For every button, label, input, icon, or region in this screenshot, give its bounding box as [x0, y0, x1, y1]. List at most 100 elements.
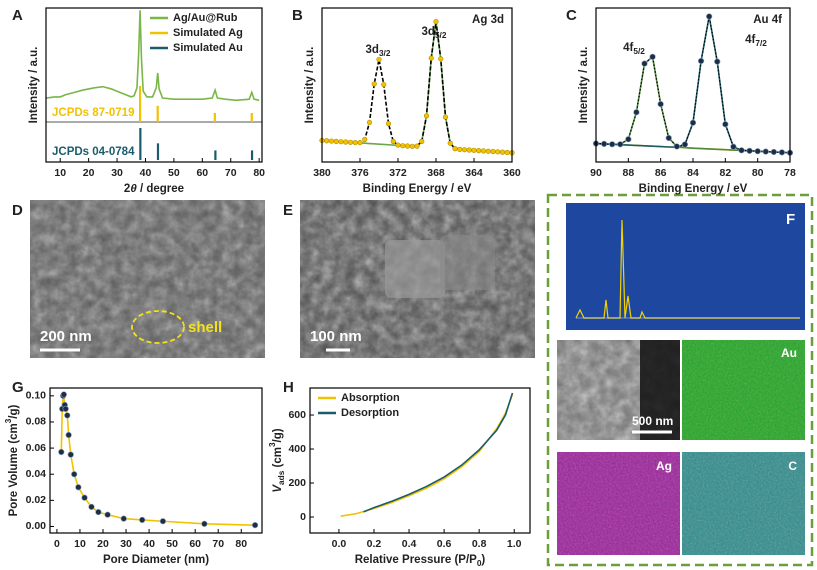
data-point — [471, 147, 477, 153]
sem-image-d — [30, 200, 265, 358]
data-point — [347, 139, 354, 145]
x-tick-label: 86 — [655, 167, 667, 179]
x-tick-label: 0.8 — [472, 538, 487, 550]
data-point — [60, 391, 67, 398]
data-point — [697, 57, 705, 65]
series-line — [321, 21, 513, 154]
x-axis-label: Pore Diameter (nm) — [103, 554, 209, 566]
data-point — [159, 518, 167, 525]
label-part: /g) — [272, 428, 284, 442]
x-tick-label: 380 — [313, 167, 331, 179]
data-point — [609, 141, 616, 148]
plot-frame — [45, 7, 263, 163]
data-point — [338, 139, 344, 145]
map-label: Ag — [656, 459, 672, 473]
data-point — [633, 109, 640, 116]
legend-label: Absorption — [341, 392, 400, 404]
chart-title: Ag 3d — [472, 14, 504, 26]
data-point — [447, 140, 453, 146]
data-point — [362, 136, 368, 143]
series-line — [595, 16, 791, 154]
scale-bar-label: 100 nm — [310, 328, 362, 345]
data-point — [81, 494, 88, 501]
data-point — [333, 138, 339, 144]
scale-bar-label: 200 nm — [40, 328, 92, 345]
label-part: 4f — [623, 42, 633, 54]
data-point — [366, 119, 373, 126]
data-point — [461, 147, 468, 153]
panel-label: B — [292, 7, 303, 24]
x-tick-label: 10 — [54, 167, 66, 179]
label-part: 5/2 — [633, 47, 645, 56]
data-point — [324, 138, 330, 144]
data-point — [120, 515, 127, 522]
x-tick-label: 0.0 — [332, 538, 347, 550]
data-point — [442, 114, 449, 120]
legend-label: Simulated Ag — [173, 27, 243, 39]
data-point — [58, 448, 65, 456]
label-part: Intensity / a.u. — [304, 47, 316, 124]
data-point — [352, 139, 358, 146]
data-point — [343, 139, 349, 145]
series-line — [363, 392, 514, 513]
data-point — [730, 143, 737, 150]
y-tick-label: 400 — [288, 443, 306, 455]
data-point — [371, 81, 377, 87]
data-point — [433, 18, 439, 25]
data-point — [423, 113, 430, 119]
panel-label: A — [12, 7, 23, 24]
data-point — [480, 148, 487, 154]
label-part: Binding Energy / eV — [363, 183, 472, 195]
y-tick-label: 0.08 — [26, 416, 47, 428]
plot-frame — [595, 7, 791, 163]
panel-label: D — [12, 202, 23, 219]
data-point — [714, 58, 721, 65]
x-axis-label: 2θ / degree — [124, 183, 184, 195]
x-axis-label: Binding Energy / eV — [363, 183, 472, 195]
series-line — [595, 16, 791, 154]
data-point — [419, 138, 425, 144]
x-tick-label: 70 — [225, 167, 237, 179]
x-tick-label: 84 — [687, 167, 699, 179]
label-part: /g) — [8, 404, 20, 418]
x-tick-label: 0.4 — [402, 538, 417, 550]
data-point — [67, 451, 74, 458]
data-point — [390, 138, 396, 144]
x-tick-label: 80 — [253, 167, 265, 179]
series-line — [321, 21, 513, 154]
x-tick-label: 376 — [351, 167, 369, 179]
data-point — [414, 143, 420, 149]
data-point — [409, 143, 415, 149]
x-tick-label: 10 — [74, 538, 86, 550]
map-label: Au — [781, 346, 797, 360]
x-tick-label: 88 — [622, 167, 634, 179]
data-point — [385, 121, 392, 127]
y-axis-label: Intensity / a.u. — [304, 47, 316, 124]
data-point — [201, 520, 208, 527]
legend-label: Simulated Au — [173, 42, 243, 54]
x-tick-label: 30 — [111, 167, 123, 179]
data-point — [381, 81, 387, 88]
x-tick-label: 50 — [168, 167, 180, 179]
data-point — [673, 143, 680, 150]
x-tick-label: 30 — [120, 538, 132, 550]
data-point — [657, 100, 664, 108]
x-tick-label: 40 — [140, 167, 152, 179]
x-tick-label: 20 — [83, 167, 95, 179]
data-point — [746, 147, 753, 154]
y-tick-label: 0 — [300, 511, 306, 523]
data-point — [75, 484, 82, 491]
data-point — [357, 139, 363, 146]
label-part: 3d — [422, 26, 435, 38]
data-point — [466, 147, 472, 153]
data-point — [88, 503, 95, 510]
label-part: Pore Diameter (nm) — [103, 554, 209, 566]
data-point — [617, 141, 624, 148]
x-tick-label: 360 — [503, 167, 521, 179]
panel-label: G — [12, 379, 24, 396]
data-point — [504, 149, 510, 156]
label-part: Binding Energy / eV — [639, 183, 748, 195]
label-part: 5/2 — [435, 31, 447, 40]
